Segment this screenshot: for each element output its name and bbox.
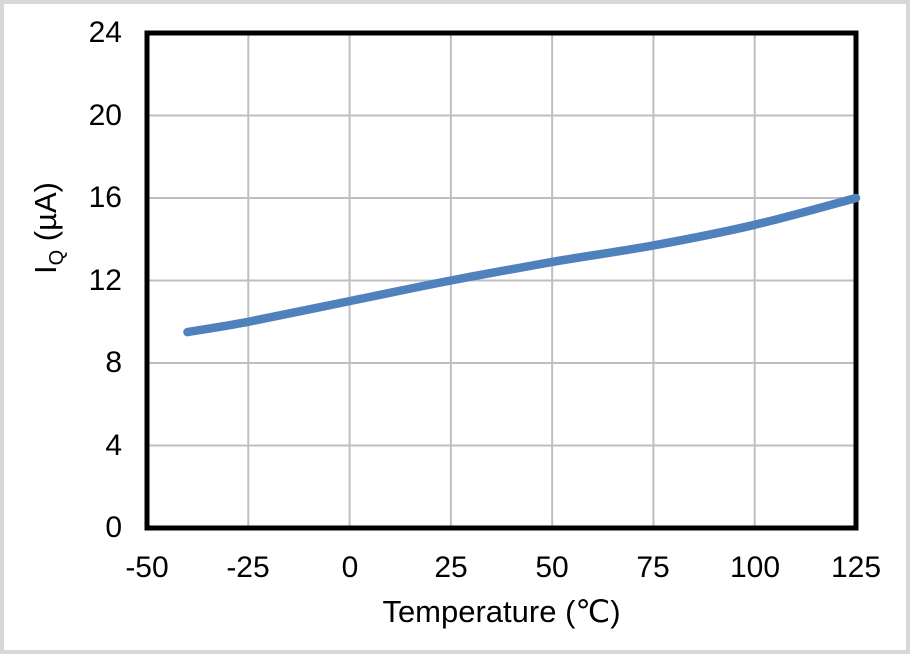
plot-border: [144, 30, 859, 531]
x-tick-label: 50: [535, 551, 569, 584]
y-tick-label: 20: [88, 99, 122, 132]
x-tick-label: -50: [125, 551, 169, 584]
x-tick-label: 0: [341, 551, 359, 584]
iq-curve: [183, 193, 861, 337]
y-tick-label: 24: [88, 16, 122, 49]
x-tick-label: 75: [636, 551, 670, 584]
x-tick-label: 100: [729, 551, 781, 584]
x-tick-label: 125: [830, 551, 882, 584]
y-axis-title-subscript: Q: [46, 249, 69, 266]
x-tick-label: 25: [434, 551, 468, 584]
y-tick-label: 12: [88, 264, 122, 297]
y-axis-title-units: (µA): [28, 182, 63, 250]
y-tick-label: 0: [105, 511, 122, 544]
x-axis-title: Temperature (℃): [382, 594, 621, 629]
x-tick-label: -25: [226, 551, 270, 584]
y-tick-label: 16: [88, 181, 122, 214]
y-tick-label: 4: [105, 429, 122, 462]
y-tick-label: 8: [105, 346, 122, 379]
gridlines: [146, 32, 857, 529]
y-axis-title-main: I: [28, 265, 63, 274]
y-axis-title: IQ (µA): [28, 158, 68, 298]
